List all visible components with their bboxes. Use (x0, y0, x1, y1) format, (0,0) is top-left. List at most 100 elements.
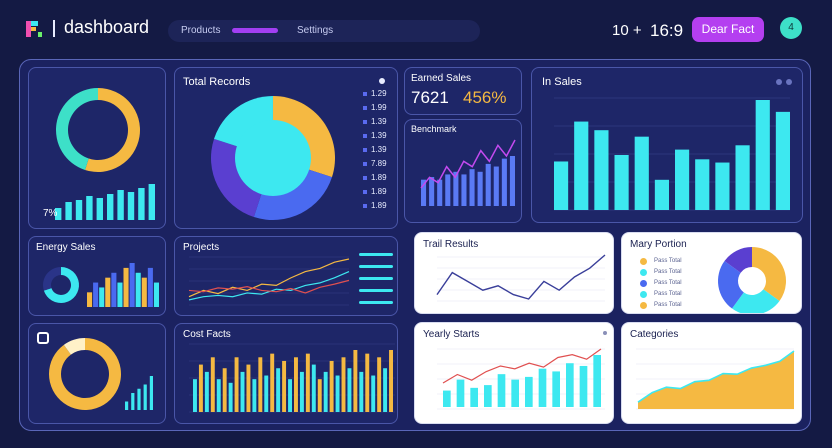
cost-bar (193, 379, 197, 412)
benchmark-bar (469, 169, 475, 206)
in-sales-bar (715, 162, 730, 210)
legend-swatch (363, 190, 367, 194)
legend-value: 1.89 (371, 173, 387, 182)
kpi-percent: 456% (463, 88, 507, 107)
legend-swatch (363, 148, 367, 152)
progress-bar (125, 401, 129, 410)
in-sales-bar (735, 145, 750, 210)
nav-active-indicator (232, 28, 278, 33)
earned-sales-card: Earned Sales 7621 456% (404, 67, 522, 115)
market-legend-dot (640, 258, 647, 265)
legend-value: 7.89 (371, 159, 387, 168)
donut-main-bar (65, 202, 72, 220)
cost-bar (276, 368, 281, 412)
cost-bar (234, 357, 239, 412)
cost-bar (335, 375, 340, 412)
menu-icon[interactable] (603, 331, 607, 335)
yearly-bar (497, 374, 506, 407)
donut-main-bar (86, 196, 93, 220)
projects-legend-bar (359, 253, 393, 256)
legend-swatch (363, 162, 367, 166)
legend-value: 1.89 (371, 201, 387, 210)
benchmark-title: Benchmark (411, 124, 457, 134)
yearly-starts-title: Yearly Starts (423, 329, 480, 340)
nav-item-products[interactable]: Products (181, 25, 221, 36)
energy-bar (153, 282, 159, 307)
donut-main-bar (148, 184, 155, 220)
energy-sales-card: Energy Sales (28, 236, 166, 316)
yearly-bar (552, 371, 560, 407)
in-sales-bar (614, 155, 629, 210)
donut-main-bar (107, 194, 114, 220)
market-slice-slice (732, 289, 780, 313)
cost-bar (210, 357, 215, 412)
cost-bar (341, 357, 346, 412)
cost-bar (270, 353, 275, 412)
in-sales-bar (574, 121, 589, 210)
energy-bar (135, 272, 141, 307)
market-slice-slice (752, 247, 786, 301)
progress-donut-slice (48, 338, 121, 410)
cost-bar (198, 364, 203, 412)
projects-legend-bar (359, 289, 393, 292)
donut-main-bar (117, 190, 124, 220)
cost-bar (365, 353, 370, 412)
donut-caption: 7% (43, 208, 58, 219)
cost-bar (317, 379, 322, 412)
nav-item-settings[interactable]: Settings (297, 25, 334, 36)
in-sales-bar (755, 100, 770, 210)
progress-donut-chart (48, 338, 153, 410)
market-legend-label: Pass Total (654, 302, 682, 308)
cost-bar (258, 357, 263, 412)
crop-icon[interactable] (37, 332, 49, 344)
in-sales-bar-chart (554, 97, 790, 211)
categories-line (637, 350, 795, 403)
cost-bar (371, 375, 376, 412)
donut-main-bar (96, 198, 103, 220)
progress-bar (149, 376, 153, 410)
benchmark-chart (420, 139, 516, 206)
energy-sales-chart (43, 263, 159, 307)
yearly-bar (470, 387, 478, 407)
legend-value: 1.39 (371, 131, 387, 140)
benchmark-bar (501, 158, 507, 206)
legend-value: 1.29 (371, 89, 387, 98)
energy-bar (147, 267, 153, 307)
cost-bar (204, 371, 209, 412)
cta-button[interactable]: Dear Fact (692, 17, 764, 42)
in-sales-card: In Sales (531, 67, 803, 223)
market-legend-label: Pass Total (654, 291, 682, 297)
status-avatar[interactable]: 4 (780, 17, 802, 39)
progress-donut-card (28, 323, 166, 424)
legend-value: 1.99 (371, 103, 387, 112)
market-slice-slice (724, 247, 752, 273)
benchmark-line (420, 139, 516, 189)
logo-icon (26, 21, 42, 37)
donut-main-slice (55, 88, 98, 170)
brand-separator (53, 20, 55, 37)
mary-portion-title: Mary Portion (630, 239, 687, 250)
energy-ring-slice (43, 267, 79, 303)
pager-dot-2[interactable] (786, 79, 792, 85)
benchmark-bar (453, 171, 459, 206)
pager-dot-1[interactable] (776, 79, 782, 85)
benchmark-bar (445, 174, 451, 206)
kpi-title: Earned Sales (411, 73, 472, 84)
cost-bar (299, 371, 304, 412)
donut-chart (55, 88, 155, 220)
cost-bar (288, 379, 292, 412)
more-dots-icon[interactable] (379, 78, 385, 84)
yearly-bar (511, 379, 519, 407)
market-legend-dot (640, 291, 647, 298)
benchmark-bar (493, 166, 499, 206)
energy-bar (87, 292, 93, 307)
yearly-bar (456, 379, 465, 407)
cost-bar (311, 364, 316, 412)
legend-swatch (363, 176, 367, 180)
cost-bar (246, 364, 251, 412)
benchmark-bar (437, 179, 443, 206)
cost-bar (240, 371, 245, 412)
benchmark-bar (477, 171, 483, 206)
market-legend-dot (640, 269, 647, 276)
projects-series-2 (188, 279, 350, 294)
